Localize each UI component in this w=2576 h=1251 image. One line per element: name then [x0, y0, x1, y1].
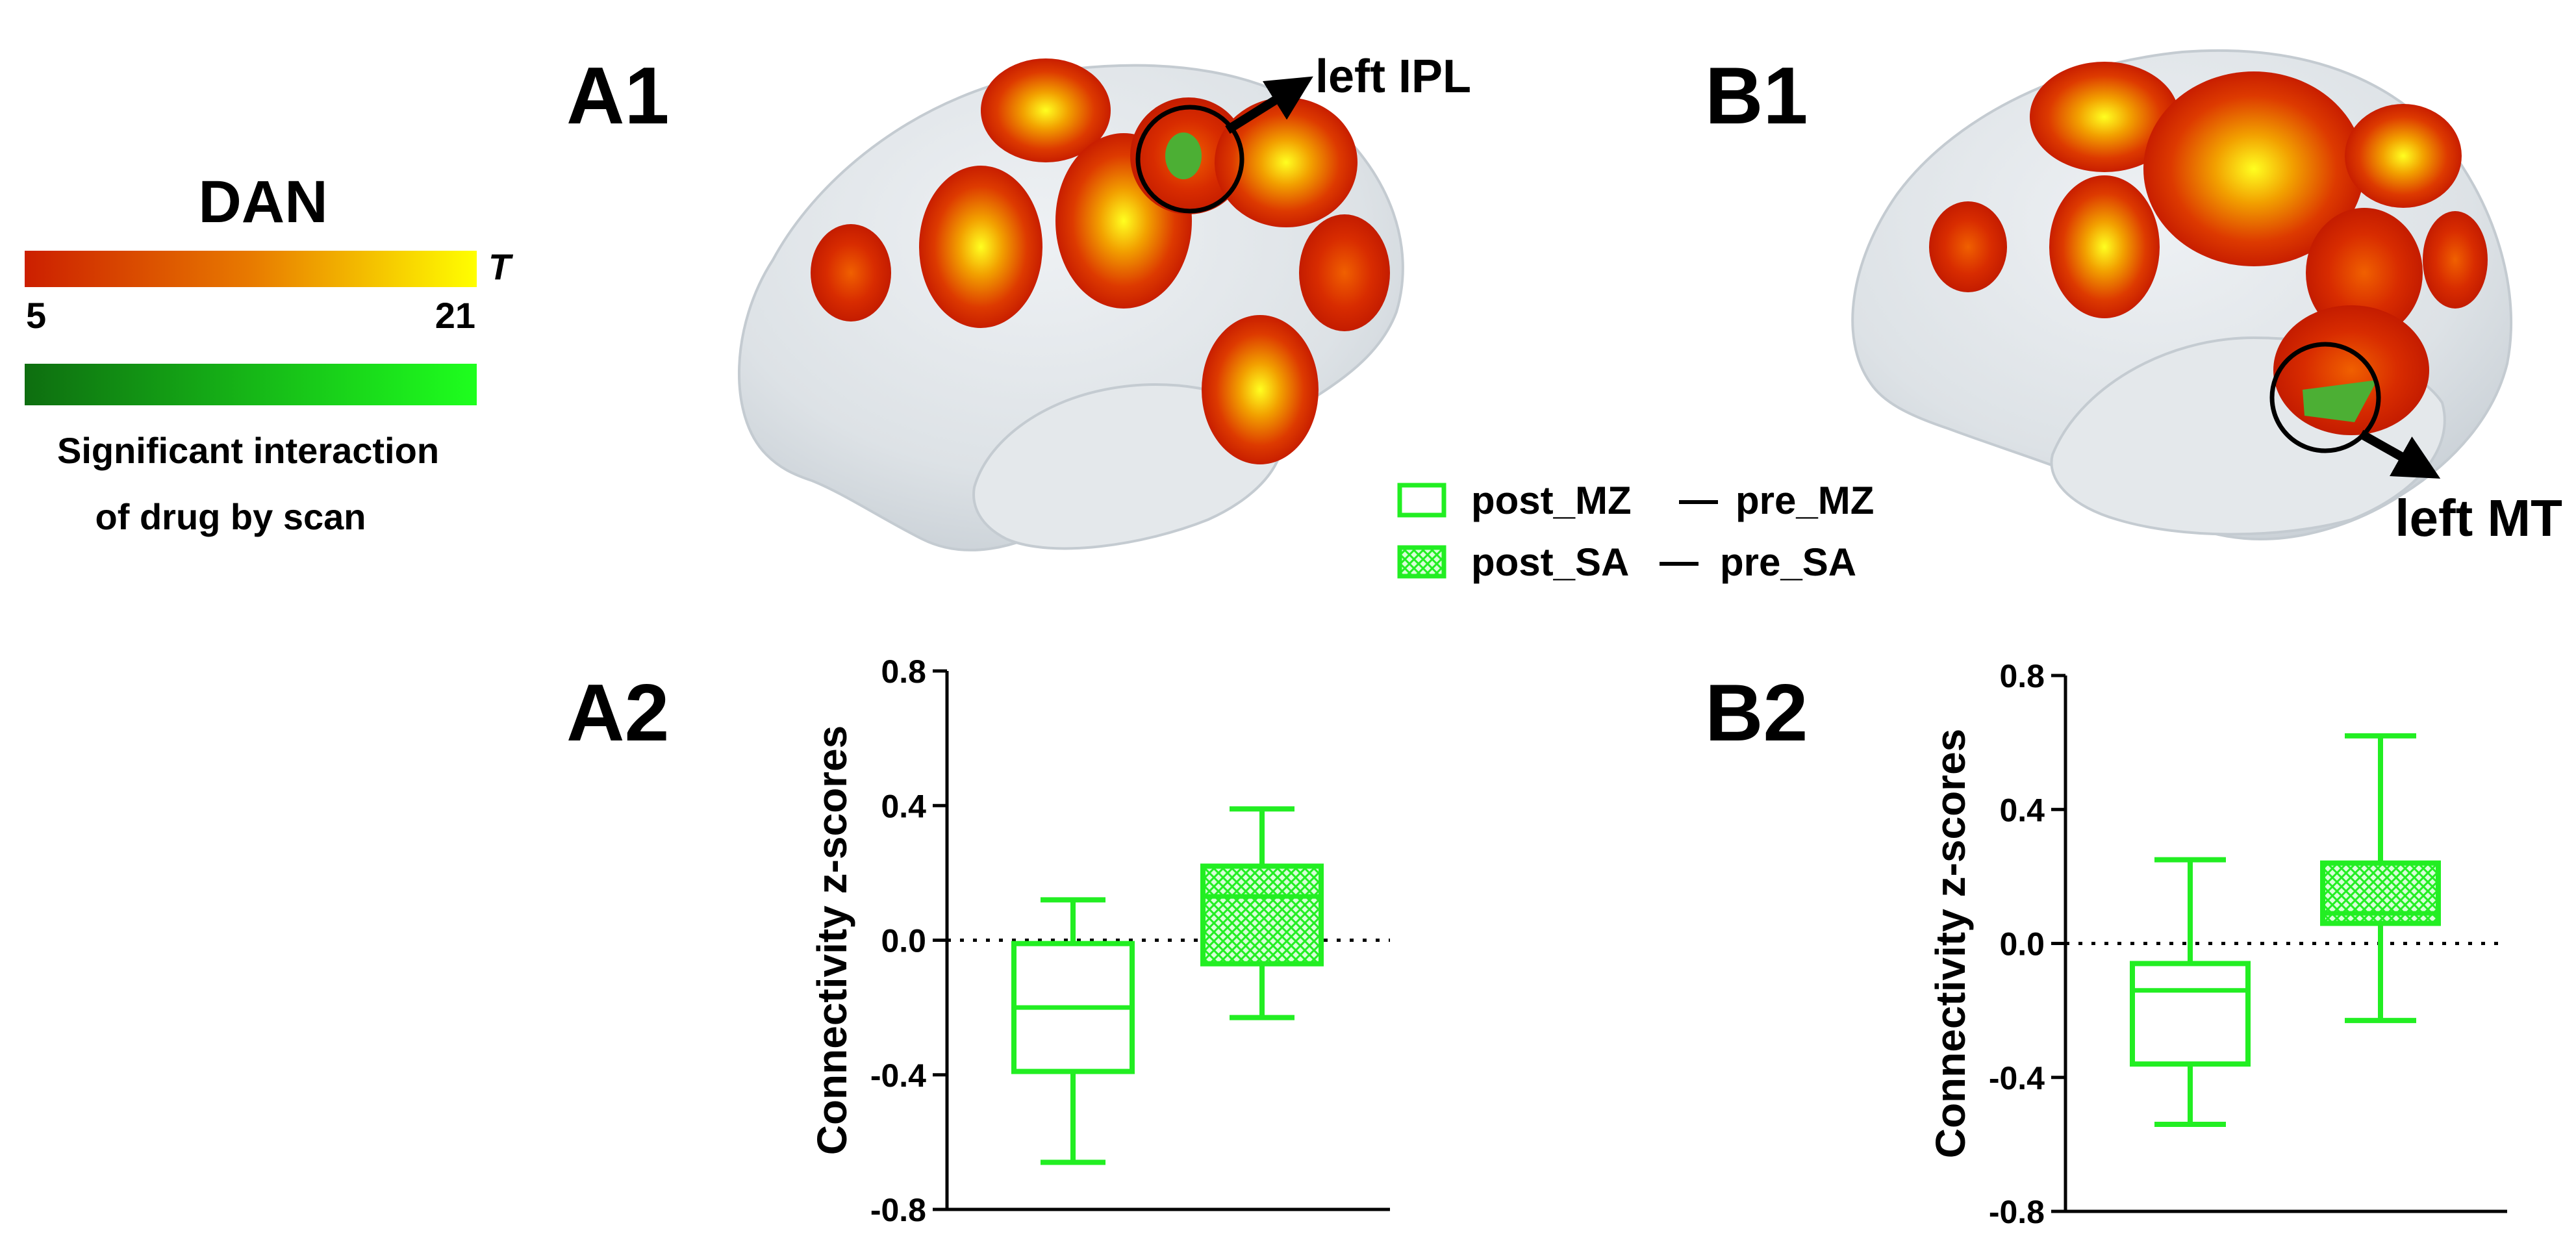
legend-swatch-hatched	[1397, 545, 1446, 579]
y-tick-label: 0.8	[1999, 658, 2045, 694]
t-colorbar	[25, 251, 477, 287]
panel-label-a2: A2	[566, 668, 670, 758]
activation-blob	[1215, 97, 1357, 227]
y-axis-label: Connectivity z-scores	[809, 726, 855, 1156]
y-tick-label: -0.4	[870, 1057, 926, 1094]
stat-symbol: T	[488, 246, 514, 287]
legend-entry-mz: post_MZ — pre_MZ	[1397, 477, 1874, 522]
legend-dash: —	[1679, 477, 1718, 521]
activation-blob	[1299, 214, 1390, 331]
panel-label-a1: A1	[566, 51, 670, 141]
legend-dash: —	[1660, 539, 1698, 583]
box-post-mz-minus-pre-mz	[2130, 857, 2251, 1127]
activation-blob	[2306, 208, 2423, 338]
interaction-label-line2: of drug by scan	[95, 496, 366, 537]
legend-swatch-open	[1397, 483, 1446, 518]
boxplot-legend: post_MZ — pre_MZ post_SA — pre_SA	[1397, 477, 1874, 584]
brain-rendering-b1	[1851, 49, 2513, 541]
activation-blob	[2030, 62, 2179, 172]
interaction-cluster	[1165, 133, 1202, 179]
activation-blob	[1202, 315, 1319, 464]
box-post-mz-minus-pre-mz	[1011, 897, 1135, 1165]
brain-rendering-a1	[737, 58, 1404, 551]
interaction-cluster	[2303, 380, 2377, 422]
interaction-label-line1: Significant interaction	[57, 430, 439, 471]
activation-blob	[2049, 175, 2160, 318]
box-post-sa-minus-pre-sa	[2320, 733, 2441, 1024]
legend-entry-sa: post_SA — pre_SA	[1397, 539, 1856, 584]
boxplot-b2: 0.8 0.4 0.0 -0.4 -0.8 Connectivity z-scores	[1927, 658, 2507, 1230]
legend-label-post-mz: post_MZ	[1471, 479, 1632, 522]
activation-blob	[811, 224, 891, 322]
activation-blob	[2423, 211, 2488, 309]
legend-label-pre-mz: pre_MZ	[1736, 479, 1874, 522]
box-iqr	[1200, 863, 1324, 967]
region-circle-mt	[2269, 342, 2381, 453]
network-title: DAN	[198, 169, 327, 235]
activation-blob	[919, 166, 1042, 328]
y-tick-label: -0.8	[1989, 1194, 2045, 1230]
y-tick-label: 0.4	[1999, 792, 2045, 828]
region-label-mt: left MT	[2395, 489, 2562, 547]
region-circle-ipl	[1135, 105, 1244, 214]
panel-label-b2: B2	[1705, 668, 1808, 758]
scale-min-label: 5	[26, 295, 46, 336]
activation-blob	[2143, 71, 2364, 266]
region-arrow-ipl	[1225, 76, 1313, 134]
y-tick-label: -0.8	[870, 1192, 926, 1228]
region-label-ipl: left IPL	[1315, 51, 1471, 103]
activation-blob	[2345, 104, 2462, 208]
colorbar-legend: DAN T 5 21 Significant interaction of dr…	[25, 169, 514, 537]
legend-label-pre-sa: pre_SA	[1720, 540, 1856, 584]
legend-label-post-sa: post_SA	[1471, 540, 1629, 584]
region-arrow-mt	[2358, 429, 2441, 479]
y-tick-label: 0.0	[881, 923, 926, 959]
y-axis-label: Connectivity z-scores	[1927, 729, 1974, 1159]
scale-max-label: 21	[435, 295, 475, 336]
y-tick-label: 0.0	[1999, 926, 2045, 963]
panel-label-b1: B1	[1705, 51, 1808, 141]
y-tick-label: 0.8	[881, 653, 926, 690]
activation-blob	[981, 58, 1111, 162]
y-tick-label: 0.4	[881, 788, 926, 824]
box-iqr	[2130, 961, 2251, 1067]
boxplot-a2: 0.8 0.4 0.0 -0.4 -0.8 Connectivity z-scores	[809, 653, 1390, 1228]
interaction-colorbar	[25, 364, 477, 405]
activation-blob	[1929, 201, 2007, 292]
box-post-sa-minus-pre-sa	[1200, 806, 1324, 1020]
y-tick-label: -0.4	[1989, 1060, 2045, 1096]
